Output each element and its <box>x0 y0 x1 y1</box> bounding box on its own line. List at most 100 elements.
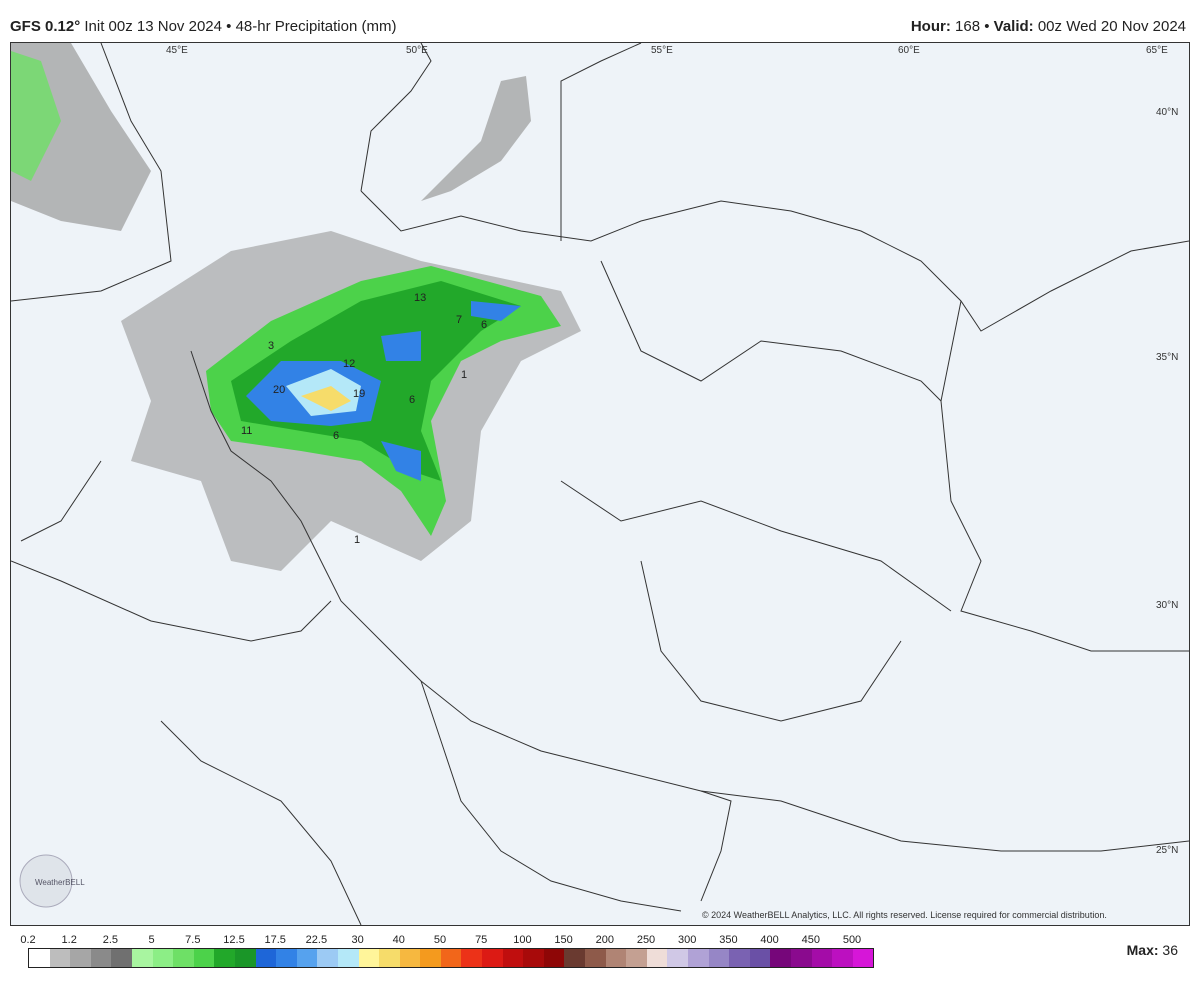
svg-text:WeatherBELL: WeatherBELL <box>35 878 85 887</box>
legend-swatch <box>832 949 853 967</box>
legend-swatch <box>626 949 647 967</box>
svg-text:6: 6 <box>333 430 339 442</box>
legend-tick: 12.5 <box>223 934 245 946</box>
legend-swatch <box>523 949 544 967</box>
svg-text:60°E: 60°E <box>898 45 920 56</box>
svg-text:40°N: 40°N <box>1156 107 1178 118</box>
legend-swatch <box>667 949 688 967</box>
max-value: Max: 36 <box>1127 942 1178 958</box>
legend-tick: 400 <box>760 934 779 946</box>
weatherbell-logo: WeatherBELL <box>19 854 85 908</box>
legend-tick: 75 <box>475 934 488 946</box>
legend-swatch <box>317 949 338 967</box>
legend-swatch <box>420 949 441 967</box>
legend-swatch <box>605 949 627 967</box>
model-name: GFS 0.12° <box>10 18 81 35</box>
copyright-notice: © 2024 WeatherBELL Analytics, LLC. All r… <box>702 910 1107 920</box>
svg-text:7: 7 <box>456 314 462 326</box>
legend-tick: 350 <box>719 934 738 946</box>
legend-swatch <box>811 949 833 967</box>
hour-label: Hour: <box>910 18 951 35</box>
latitude-labels: 40°N 35°N 30°N 25°N <box>1156 107 1178 856</box>
separator: • <box>984 18 990 35</box>
svg-text:20: 20 <box>273 384 285 396</box>
legend-tick: 200 <box>595 934 614 946</box>
svg-text:11: 11 <box>241 425 252 437</box>
legend-swatch <box>358 949 380 967</box>
contour-labels: 13 7 6 3 12 20 19 6 11 6 1 1 <box>241 292 487 546</box>
legend-swatch <box>90 949 112 967</box>
legend-ticks: 0.2 1.2 2.5 5 7.5 12.5 17.5 22.5 30 40 50 75 100 150 2… <box>20 934 862 948</box>
svg-text:30°N: 30°N <box>1156 600 1178 611</box>
legend-tick: 300 <box>678 934 697 946</box>
legend-tick: 30 <box>351 934 364 946</box>
svg-text:1: 1 <box>461 369 467 381</box>
legend-swatch <box>193 949 215 967</box>
svg-text:13: 13 <box>414 292 426 304</box>
hour-value: 168 <box>955 18 981 35</box>
init-time: Init 00z 13 Nov 2024 <box>84 18 222 35</box>
legend-swatch <box>770 949 791 967</box>
separator: • <box>226 18 232 35</box>
legend-swatch <box>337 949 359 967</box>
legend-swatch <box>440 949 462 967</box>
legend-tick: 17.5 <box>264 934 286 946</box>
legend-swatch <box>646 949 668 967</box>
legend-swatch <box>482 949 503 967</box>
legend-tick: 5 <box>148 934 155 946</box>
max-label: Max: <box>1126 942 1159 958</box>
legend-swatch <box>688 949 709 967</box>
svg-text:6: 6 <box>409 394 415 406</box>
precipitation-field <box>11 43 581 571</box>
svg-text:12: 12 <box>343 358 355 370</box>
legend-swatch <box>585 949 606 967</box>
svg-text:55°E: 55°E <box>651 45 673 56</box>
svg-text:50°E: 50°E <box>406 45 428 56</box>
longitude-labels: 45°E 50°E 55°E 60°E 65°E <box>166 45 1168 56</box>
legend-tick: 7.5 <box>185 934 201 946</box>
legend-tick: 22.5 <box>305 934 328 946</box>
legend-tick: 500 <box>842 934 862 946</box>
svg-text:19: 19 <box>353 388 365 400</box>
legend-swatch <box>708 949 730 967</box>
legend-tick: 150 <box>554 934 573 946</box>
legend-swatch <box>296 949 318 967</box>
map-title: GFS 0.12° Init 00z 13 Nov 2024 • 48-hr P… <box>10 18 396 35</box>
legend-swatch <box>461 949 483 967</box>
legend-tick: 2.5 <box>102 934 119 946</box>
legend-tick: 100 <box>513 934 532 946</box>
legend-swatch <box>111 949 132 967</box>
legend-swatch <box>852 949 874 967</box>
precipitation-map: 45°E 50°E 55°E 60°E 65°E 40°N 35°N 30°N … <box>10 42 1190 926</box>
valid-value: 00z Wed 20 Nov 2024 <box>1037 18 1186 35</box>
svg-text:45°E: 45°E <box>166 45 188 56</box>
legend-tick: 50 <box>433 934 447 946</box>
legend-swatch <box>49 949 71 967</box>
legend-tick: 0.2 <box>20 934 36 946</box>
svg-text:25°N: 25°N <box>1156 845 1178 856</box>
legend-swatch <box>276 949 297 967</box>
legend-swatch <box>543 949 565 967</box>
svg-text:65°E: 65°E <box>1146 45 1168 56</box>
svg-text:35°N: 35°N <box>1156 352 1178 363</box>
legend-tick: 40 <box>392 934 405 946</box>
legend-tick: 450 <box>801 934 820 946</box>
legend-swatch <box>379 949 400 967</box>
svg-text:6: 6 <box>481 319 487 331</box>
legend-swatch <box>234 949 256 967</box>
precipitation-legend <box>28 948 875 968</box>
legend-swatch <box>790 949 812 967</box>
legend-swatch <box>749 949 771 967</box>
legend-swatch <box>131 949 153 967</box>
legend-swatch <box>152 949 174 967</box>
legend-swatch <box>70 949 91 967</box>
legend-swatch <box>564 949 586 967</box>
legend-tick: 1.2 <box>61 934 77 946</box>
legend-swatch <box>214 949 235 967</box>
svg-text:3: 3 <box>268 340 274 352</box>
valid-info: Hour: 168 • Valid: 00z Wed 20 Nov 2024 <box>911 18 1186 35</box>
max-number: 36 <box>1162 942 1178 958</box>
svg-text:1: 1 <box>354 534 360 546</box>
legend-swatch <box>502 949 524 967</box>
legend-swatch <box>399 949 421 967</box>
